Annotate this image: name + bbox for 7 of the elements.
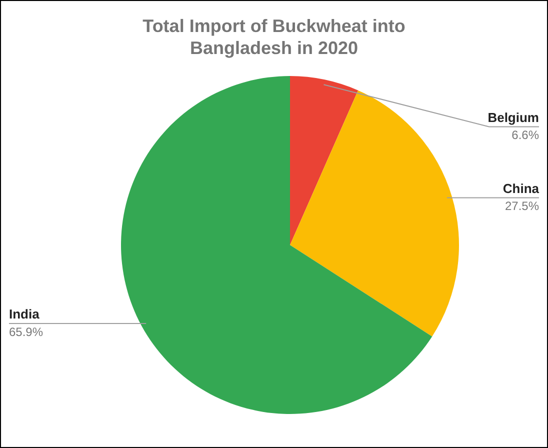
slice-label: Belgium [488, 110, 539, 125]
slice-label: China [502, 180, 540, 196]
data-label: 6.6% [512, 128, 540, 142]
data-label: 27.5% [504, 199, 540, 214]
chart-title: Total Import of Buckwheat into Bangladesh in 2020 [142, 15, 406, 59]
data-label: 65.9% [9, 324, 44, 339]
slice-label: India [9, 306, 40, 322]
